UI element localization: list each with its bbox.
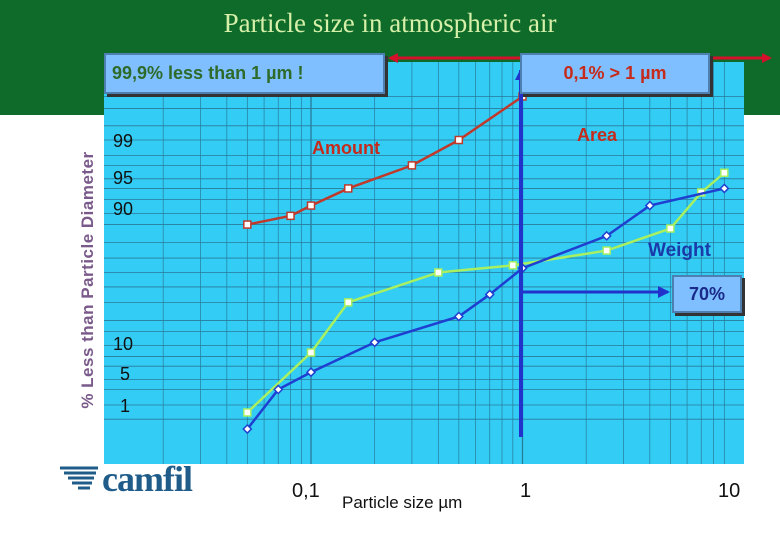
y-tick-label: 95 (113, 168, 134, 188)
fine-share-callout: 99,9% less than 1 µm ! (104, 53, 385, 94)
x-tick-label: 1 (520, 480, 532, 502)
series-label-area: Area (577, 125, 618, 145)
y-tick-label: 99 (113, 131, 134, 151)
data-point-weight (644, 200, 655, 211)
data-point-area (243, 408, 252, 417)
data-point-amount (454, 135, 464, 145)
y-tick-label: 5 (120, 364, 131, 384)
y-tick-label: 1 (120, 396, 131, 416)
series-layer (242, 92, 730, 435)
data-point-weight (369, 337, 380, 348)
data-point-amount (243, 220, 252, 229)
y-tick-label: 90 (113, 199, 134, 219)
page-title: Particle size in atmospheric air (223, 8, 557, 38)
coarse-share-callout: 0,1% > 1 µm (520, 53, 710, 94)
series-label-weight: Weight (648, 240, 711, 261)
data-point-weight (484, 289, 495, 300)
data-point-amount (343, 184, 353, 193)
plot-area (104, 62, 744, 464)
data-point-area (666, 224, 675, 233)
data-point-area (343, 298, 353, 307)
data-point-weight (273, 384, 284, 395)
data-point-area (508, 261, 518, 270)
data-point-amount (306, 201, 316, 210)
series-line-weight (246, 187, 725, 430)
camfil-logo-swoosh (60, 466, 98, 490)
x-axis-label: Particle size µm (342, 493, 463, 512)
data-point-area (602, 246, 611, 255)
data-point-weight (601, 230, 612, 241)
data-point-weight (305, 367, 317, 378)
camfil-logo: camfil (102, 459, 193, 499)
data-point-weight (453, 311, 464, 322)
y-tick-label: 10 (113, 334, 134, 354)
data-point-area (306, 348, 316, 357)
data-point-weight (242, 423, 253, 435)
weight-70-callout: 70% (672, 275, 742, 313)
data-point-area (434, 268, 443, 277)
x-tick-label: 10 (718, 480, 741, 502)
data-point-amount (286, 211, 295, 221)
data-point-area (720, 168, 729, 178)
data-point-weight (719, 183, 730, 194)
series-label-amount: Amount (312, 138, 380, 158)
x-tick-label: 0,1 (292, 480, 320, 502)
y-axis-label: % Less than Particle Diameter (78, 151, 97, 409)
data-point-amount (407, 161, 417, 170)
